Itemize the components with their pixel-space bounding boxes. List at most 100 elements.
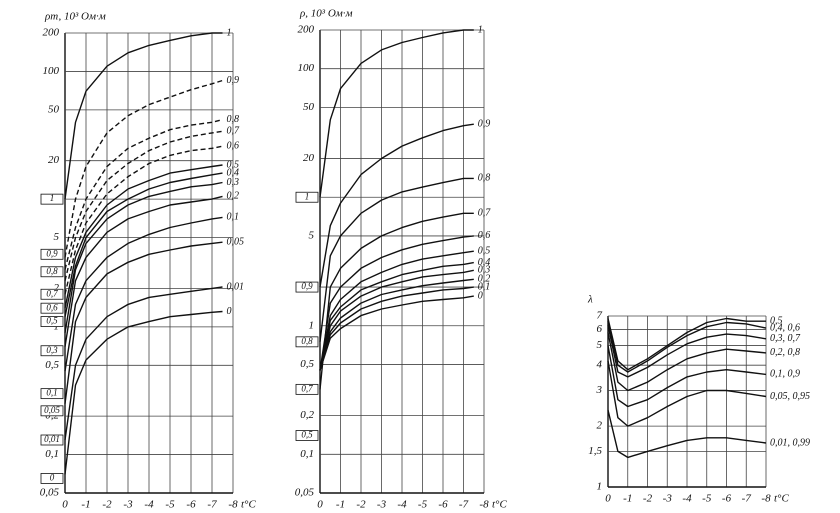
series-line <box>319 286 474 371</box>
series-label: 0,2 <box>227 191 240 202</box>
series-label: 0,1, 0,9 <box>770 369 800 380</box>
start-box <box>40 316 64 327</box>
start-box <box>40 473 64 484</box>
y-tick-label: 6 <box>597 323 603 335</box>
x-tick-label: -1 <box>336 499 345 511</box>
series-label: 0,6 <box>227 140 240 151</box>
start-box <box>40 266 64 278</box>
series-label: 0 <box>478 290 483 301</box>
series-line <box>64 172 223 317</box>
x-tick-label: -5 <box>418 499 428 511</box>
series-label: 0,3 <box>227 177 240 188</box>
x-axis-label: t°C <box>241 499 256 511</box>
series-line <box>64 195 223 347</box>
start-label: 0,7 <box>301 383 313 393</box>
start-box <box>40 388 64 400</box>
series-line <box>607 332 767 392</box>
start-box <box>40 345 64 357</box>
series-line <box>607 345 767 408</box>
y-tick-label: 2 <box>54 282 60 294</box>
series-label: 0,5 <box>478 246 491 257</box>
start-label: 0,01 <box>44 434 60 444</box>
series-line <box>319 278 474 371</box>
start-box <box>295 281 319 293</box>
y-tick-label: 100 <box>43 65 60 77</box>
x-tick-label: -4 <box>397 499 407 511</box>
series-line <box>64 118 223 270</box>
series-label: 1 <box>478 24 483 35</box>
y-tick-label: 1 <box>597 481 603 493</box>
start-label: 0,3 <box>46 345 58 355</box>
series-line <box>607 325 767 378</box>
x-tick-label: -6 <box>722 493 732 505</box>
series-line <box>64 32 223 200</box>
x-tick-label: -1 <box>623 493 632 505</box>
x-axis-label: t°C <box>774 493 789 505</box>
x-tick-label: -3 <box>123 499 133 511</box>
series-line <box>64 286 223 441</box>
series-label: 0,7 <box>227 126 241 137</box>
series-line <box>319 177 474 342</box>
series-line <box>607 321 767 373</box>
series-line <box>319 250 474 371</box>
start-box <box>40 248 64 260</box>
x-tick-label: 0 <box>317 499 323 511</box>
series-line <box>64 145 223 295</box>
x-tick-label: -3 <box>663 493 673 505</box>
series-label: 0,9 <box>478 118 491 129</box>
y-tick-label: 0,5 <box>300 358 314 370</box>
x-tick-label: -1 <box>81 499 90 511</box>
series-line <box>64 181 223 333</box>
x-tick-label: -7 <box>742 493 752 505</box>
series-label: 0,5 <box>227 159 240 170</box>
x-tick-label: -5 <box>165 499 175 511</box>
y-tick-label: 0,1 <box>45 448 59 460</box>
y-tick-label: 1 <box>309 319 315 331</box>
start-box <box>295 430 319 441</box>
y-tick-label: 0,05 <box>40 487 60 499</box>
series-line <box>607 317 766 371</box>
y-tick-label: 5 <box>54 231 60 243</box>
series-label: 0,1 <box>227 212 240 223</box>
series-line <box>64 130 223 281</box>
series-label: 0,7 <box>478 208 492 219</box>
series-label: 0,4, 0,6 <box>770 322 800 333</box>
start-label: 0,05 <box>44 405 60 415</box>
start-label: 0,6 <box>46 302 58 312</box>
start-box <box>40 302 64 314</box>
y-tick-label: 200 <box>43 27 60 39</box>
series-label: 0,9 <box>227 75 240 86</box>
series-line <box>319 29 474 198</box>
start-label: 0,8 <box>301 336 313 346</box>
y-tick-label: 4 <box>597 359 603 371</box>
series-label: 0,3, 0,7 <box>770 333 801 344</box>
y-tick-label: 0,1 <box>300 448 314 460</box>
x-tick-label: -6 <box>438 499 448 511</box>
start-label: 1 <box>305 191 310 201</box>
x-tick-label: -8 <box>479 499 489 511</box>
x-tick-label: 0 <box>605 493 611 505</box>
series-line <box>64 164 223 309</box>
x-axis-label: t°C <box>492 499 507 511</box>
series-label: 0,5 <box>770 315 783 326</box>
start-box <box>40 405 64 417</box>
start-label: 0,5 <box>46 316 58 326</box>
start-box <box>295 191 319 203</box>
series-label: 0,8 <box>227 114 240 125</box>
y-tick-label: 20 <box>303 152 315 164</box>
start-label: 0,9 <box>46 248 58 258</box>
x-tick-label: -3 <box>377 499 387 511</box>
series-line <box>607 360 767 427</box>
y-axis-label: ρ, 10³ Ом·м <box>299 8 353 20</box>
y-tick-label: 3 <box>596 384 603 396</box>
y-tick-label: 100 <box>298 62 315 74</box>
series-label: 0,2, 0,8 <box>770 347 800 358</box>
y-tick-label: 0,2 <box>300 409 314 421</box>
series-label: 0,8 <box>478 173 491 184</box>
y-tick-label: 1,5 <box>588 445 602 457</box>
x-tick-label: -2 <box>102 499 112 511</box>
x-tick-label: -6 <box>186 499 196 511</box>
series-line <box>607 409 767 459</box>
start-label: 0,7 <box>46 288 58 298</box>
series-label: 0 <box>227 306 232 317</box>
